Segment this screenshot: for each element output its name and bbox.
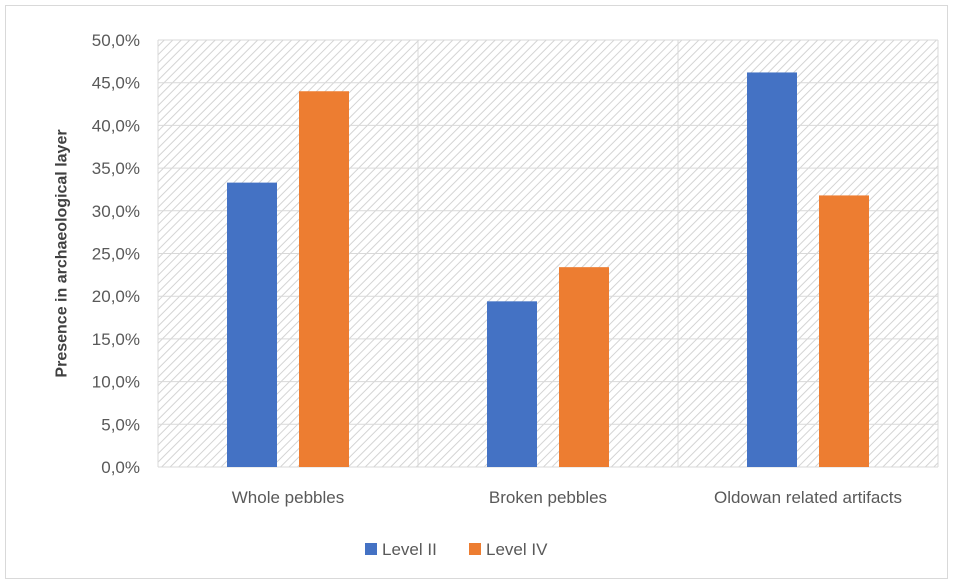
y-tick-label: 45,0%	[92, 74, 140, 93]
x-category-label: Whole pebbles	[232, 488, 344, 507]
y-tick-label: 5,0%	[101, 415, 140, 434]
bar	[487, 301, 537, 467]
bar	[819, 195, 869, 468]
y-axis-ticks: 0,0% 5,0% 10,0% 15,0% 20,0% 25,0% 30,0% 35,0% 40…	[92, 31, 140, 477]
legend-label: Level IV	[486, 540, 548, 559]
legend-swatch	[469, 543, 481, 555]
y-tick-label: 15,0%	[92, 330, 140, 349]
x-category-label: Broken pebbles	[489, 488, 607, 507]
x-category-label: Oldowan related artifacts	[714, 488, 902, 507]
bars	[227, 72, 869, 468]
bar	[747, 72, 797, 468]
legend: Level II Level IV	[365, 540, 548, 559]
legend-label: Level II	[382, 540, 437, 559]
y-tick-label: 25,0%	[92, 245, 140, 264]
y-tick-label: 30,0%	[92, 202, 140, 221]
y-tick-label: 35,0%	[92, 159, 140, 178]
bar	[299, 91, 349, 468]
y-tick-label: 40,0%	[92, 116, 140, 135]
bar	[559, 267, 609, 467]
y-tick-label: 50,0%	[92, 31, 140, 50]
x-axis-categories: Whole pebbles Broken pebbles Oldowan relat…	[232, 488, 902, 507]
legend-swatch	[365, 543, 377, 555]
y-tick-label: 20,0%	[92, 287, 140, 306]
bar	[227, 182, 277, 468]
gridlines	[157, 39, 939, 468]
y-axis-title: Presence in archaeological layer	[54, 129, 71, 377]
y-tick-label: 10,0%	[92, 373, 140, 392]
y-tick-label: 0,0%	[101, 458, 140, 477]
